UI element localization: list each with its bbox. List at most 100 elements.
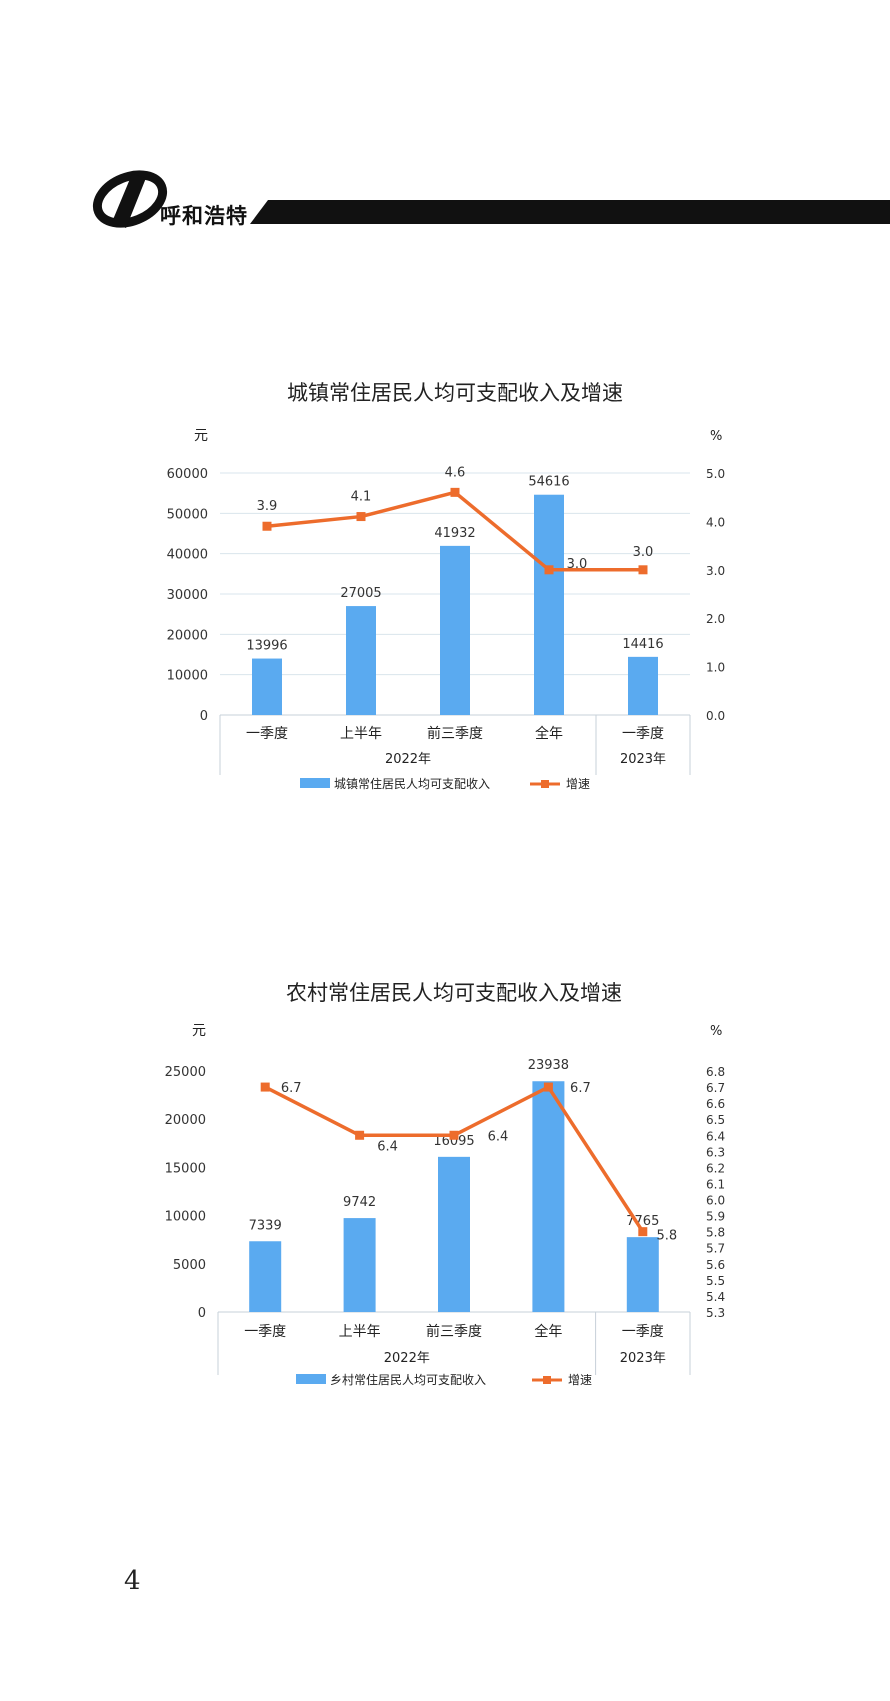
growth-point xyxy=(356,512,366,522)
y-tick-label: 5000 xyxy=(173,1258,206,1273)
growth-value-label: 4.1 xyxy=(351,490,372,505)
page-number: 4 xyxy=(124,1566,141,1596)
y2-tick-label: 6.7 xyxy=(706,1081,725,1095)
y2-tick-label: 4.0 xyxy=(706,515,725,529)
income-bar xyxy=(626,1237,659,1312)
y-tick-label: 10000 xyxy=(167,669,208,684)
page-header: 呼和浩特 xyxy=(0,0,890,260)
income-bar xyxy=(628,656,658,715)
y2-tick-label: 5.6 xyxy=(706,1258,725,1272)
growth-value-label: 6.7 xyxy=(281,1081,302,1096)
legend-line-label: 增速 xyxy=(568,1373,592,1387)
bar-value-label: 13996 xyxy=(246,639,287,654)
legend-bar-label: 乡村常住居民人均可支配收入 xyxy=(330,1373,486,1387)
y-tick-label: 0 xyxy=(198,1306,206,1321)
left-axis-unit: 元 xyxy=(192,1023,206,1039)
bar-value-label: 54616 xyxy=(528,475,569,490)
x-category-label: 一季度 xyxy=(622,1324,664,1340)
y-tick-label: 20000 xyxy=(167,628,208,643)
y2-tick-label: 6.5 xyxy=(706,1113,725,1127)
y2-tick-label: 5.7 xyxy=(706,1242,725,1256)
x-group-label: 2023年 xyxy=(620,1351,666,1366)
x-group-label: 2023年 xyxy=(620,752,666,767)
growth-value-label: 5.8 xyxy=(656,1229,677,1244)
x-category-label: 全年 xyxy=(535,725,563,742)
x-category-label: 前三季度 xyxy=(426,1323,482,1340)
y2-tick-label: 3.0 xyxy=(706,564,725,578)
growth-point xyxy=(543,1082,553,1092)
income-bar xyxy=(346,606,376,715)
growth-value-label: 6.4 xyxy=(377,1139,398,1154)
bar-value-label: 41932 xyxy=(434,526,475,541)
y-tick-label: 30000 xyxy=(167,588,208,603)
chart-title: 农村常住居民人均可支配收入及增速 xyxy=(286,981,622,1005)
x-category-label: 上半年 xyxy=(339,1324,381,1340)
y2-tick-label: 6.6 xyxy=(706,1097,725,1111)
bar-value-label: 27005 xyxy=(340,586,381,601)
y2-tick-label: 5.5 xyxy=(706,1274,725,1288)
legend-line-marker xyxy=(543,1376,551,1384)
growth-value-label: 4.6 xyxy=(445,465,466,480)
y2-tick-label: 6.4 xyxy=(706,1129,725,1143)
income-bar xyxy=(343,1218,376,1312)
y2-tick-label: 6.1 xyxy=(706,1177,725,1191)
growth-point xyxy=(638,565,648,575)
y-tick-label: 20000 xyxy=(165,1113,206,1128)
y2-tick-label: 1.0 xyxy=(706,661,725,675)
header-graphic xyxy=(92,170,890,228)
x-group-label: 2022年 xyxy=(385,752,431,767)
growth-point xyxy=(262,521,272,531)
growth-point xyxy=(260,1082,270,1092)
legend-line-marker xyxy=(541,780,549,788)
growth-point xyxy=(355,1130,365,1140)
income-bar xyxy=(252,658,282,715)
legend-bar-swatch xyxy=(296,1374,326,1384)
bar-value-label: 14416 xyxy=(622,637,663,652)
y2-tick-label: 5.3 xyxy=(706,1306,725,1320)
y-tick-label: 15000 xyxy=(165,1161,206,1176)
growth-value-label: 3.0 xyxy=(567,557,588,572)
y-tick-label: 50000 xyxy=(167,507,208,522)
y2-tick-label: 6.0 xyxy=(706,1194,725,1208)
y2-tick-label: 5.4 xyxy=(706,1290,725,1304)
y-tick-label: 40000 xyxy=(167,548,208,563)
bar-value-label: 23938 xyxy=(528,1058,569,1073)
y2-tick-label: 5.0 xyxy=(706,467,725,481)
income-bar xyxy=(249,1241,282,1312)
right-axis-unit: % xyxy=(710,1024,722,1039)
x-category-label: 一季度 xyxy=(244,1324,286,1340)
income-bar xyxy=(438,1156,470,1312)
y2-tick-label: 6.3 xyxy=(706,1145,725,1159)
bar-value-label: 16095 xyxy=(433,1134,474,1149)
bar-value-label: 7339 xyxy=(249,1218,282,1233)
bar-value-label: 9742 xyxy=(343,1195,376,1210)
y2-tick-label: 6.8 xyxy=(706,1065,725,1079)
legend-bar-label: 城镇常住居民人均可支配收入 xyxy=(334,777,490,791)
x-category-label: 前三季度 xyxy=(427,725,483,742)
y2-tick-label: 2.0 xyxy=(706,612,725,626)
growth-point xyxy=(544,565,554,575)
growth-value-label: 3.0 xyxy=(633,545,654,560)
growth-point xyxy=(638,1227,648,1237)
header-bar xyxy=(250,200,890,224)
income-bar xyxy=(440,545,470,715)
right-axis-unit: % xyxy=(710,429,722,444)
legend-bar-swatch xyxy=(300,778,330,788)
y-tick-label: 10000 xyxy=(165,1210,206,1225)
chart-title: 城镇常住居民人均可支配收入及增速 xyxy=(287,381,623,405)
x-category-label: 全年 xyxy=(534,1323,562,1340)
growth-value-label: 6.7 xyxy=(570,1081,591,1096)
growth-value-label: 3.9 xyxy=(257,499,278,514)
y-tick-label: 25000 xyxy=(165,1065,206,1080)
x-category-label: 一季度 xyxy=(622,726,664,742)
x-category-label: 一季度 xyxy=(246,726,288,742)
y2-tick-label: 5.9 xyxy=(706,1210,725,1224)
income-bar xyxy=(532,1081,565,1312)
y-tick-label: 60000 xyxy=(167,467,208,482)
logo-icon xyxy=(92,170,168,228)
y-tick-label: 0 xyxy=(200,709,208,724)
income-bar xyxy=(534,494,564,715)
brand-name: 呼和浩特 xyxy=(160,203,248,228)
